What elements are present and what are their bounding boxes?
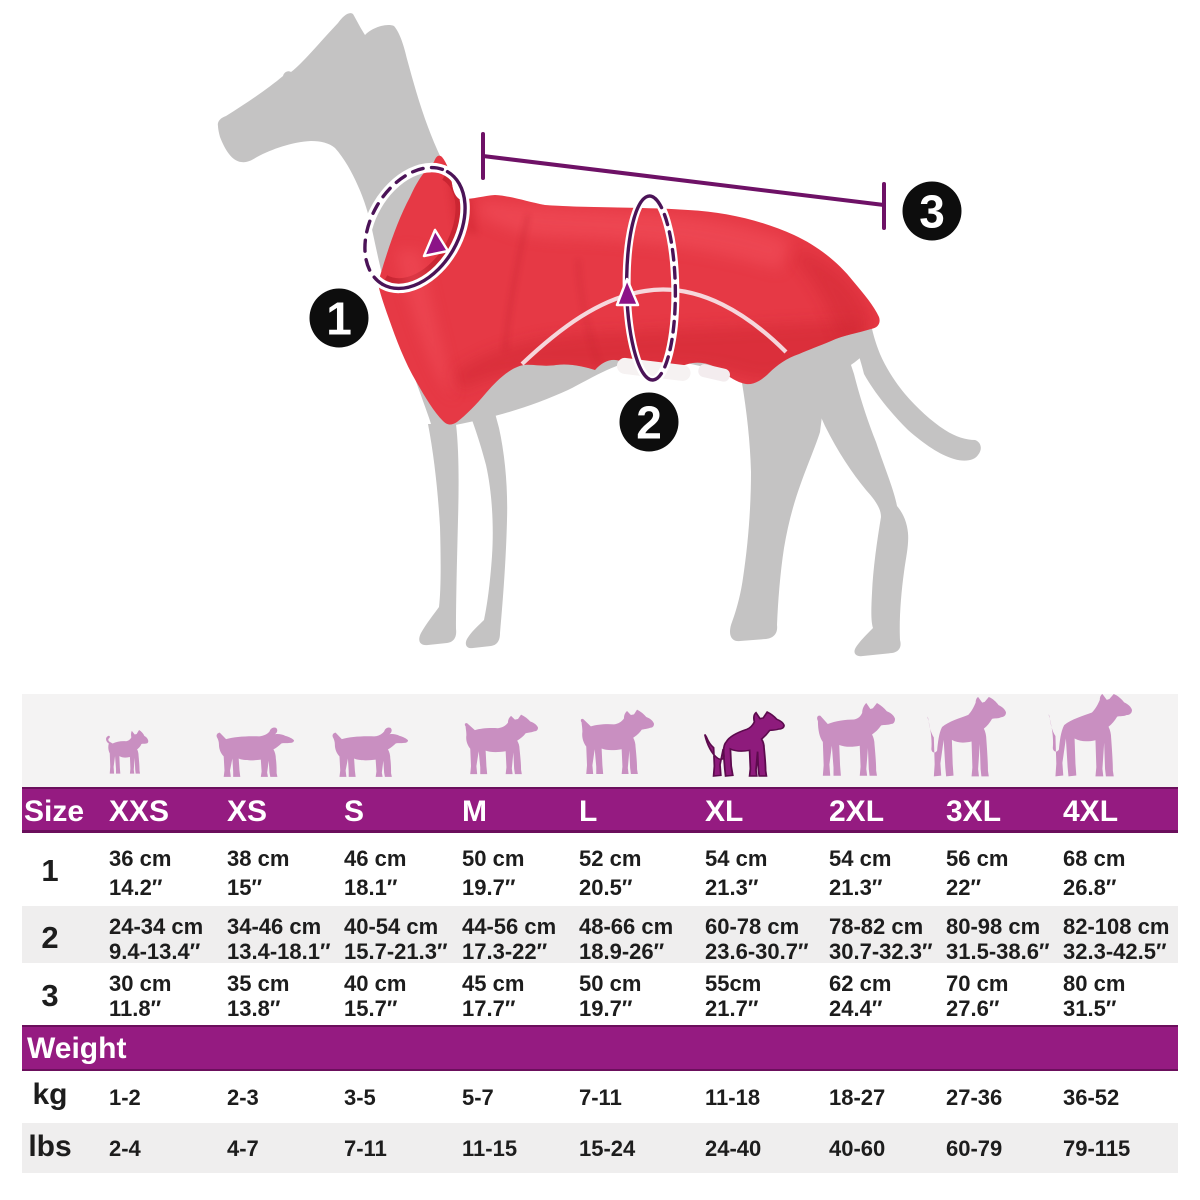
svg-text:3: 3 (919, 186, 945, 238)
svg-text:1: 1 (326, 293, 352, 345)
svg-text:2: 2 (636, 397, 662, 449)
